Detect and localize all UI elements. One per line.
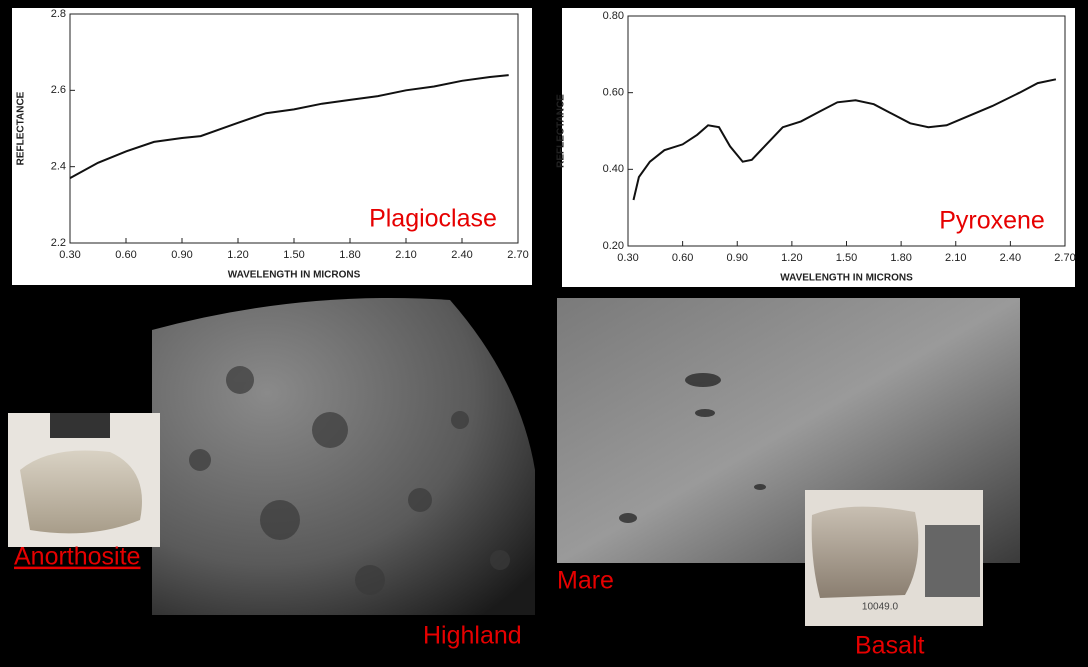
chart-annotation: Plagioclase bbox=[369, 205, 497, 233]
x-tick-label: 2.40 bbox=[1000, 252, 1021, 264]
x-tick-label: 2.10 bbox=[395, 249, 416, 261]
x-tick-label: 0.30 bbox=[59, 249, 80, 261]
x-tick-label: 0.90 bbox=[727, 252, 748, 264]
x-tick-label: 2.40 bbox=[451, 249, 472, 261]
photo-label: Basalt bbox=[855, 632, 925, 660]
x-tick-label: 0.30 bbox=[617, 252, 638, 264]
x-tick-label: 1.80 bbox=[890, 252, 911, 264]
x-tick-label: 0.60 bbox=[115, 249, 136, 261]
y-axis-label: REFLECTANCE bbox=[16, 91, 27, 165]
photo-label: Anorthosite bbox=[14, 543, 140, 571]
chart-panel bbox=[12, 8, 532, 285]
scale-cube bbox=[925, 525, 980, 597]
y-tick-label: 2.4 bbox=[51, 161, 66, 173]
sample-number: 10049.0 bbox=[862, 602, 899, 613]
photo-label: Highland bbox=[423, 622, 522, 650]
chart-annotation: Pyroxene bbox=[939, 207, 1045, 235]
x-tick-label: 1.80 bbox=[339, 249, 360, 261]
y-tick-label: 0.80 bbox=[603, 10, 624, 22]
y-tick-label: 2.2 bbox=[51, 237, 66, 249]
x-tick-label: 2.70 bbox=[507, 249, 528, 261]
rock bbox=[811, 506, 919, 598]
craters bbox=[189, 366, 510, 595]
photo-label: Mare bbox=[557, 567, 614, 595]
holder bbox=[50, 413, 110, 438]
y-tick-label: 2.6 bbox=[51, 84, 66, 96]
y-tick-label: 0.40 bbox=[603, 163, 624, 175]
x-tick-label: 0.90 bbox=[171, 249, 192, 261]
x-tick-label: 2.70 bbox=[1054, 252, 1075, 264]
spectrum-line bbox=[69, 74, 509, 179]
x-tick-label: 0.60 bbox=[672, 252, 693, 264]
x-tick-label: 2.10 bbox=[945, 252, 966, 264]
spectrum-line bbox=[632, 78, 1057, 201]
y-axis-label: REFLECTANCE bbox=[556, 94, 567, 168]
y-tick-label: 2.8 bbox=[51, 8, 66, 20]
chart-panel bbox=[562, 8, 1075, 287]
y-tick-label: 0.20 bbox=[603, 240, 624, 252]
x-tick-label: 1.20 bbox=[227, 249, 248, 261]
rock bbox=[20, 450, 142, 534]
x-tick-label: 1.20 bbox=[781, 252, 802, 264]
x-tick-label: 1.50 bbox=[283, 249, 304, 261]
craters bbox=[619, 373, 766, 523]
x-axis-label: WAVELENGTH IN MICRONS bbox=[228, 270, 361, 281]
x-axis-label: WAVELENGTH IN MICRONS bbox=[780, 273, 913, 284]
x-tick-label: 1.50 bbox=[836, 252, 857, 264]
y-tick-label: 0.60 bbox=[603, 87, 624, 99]
